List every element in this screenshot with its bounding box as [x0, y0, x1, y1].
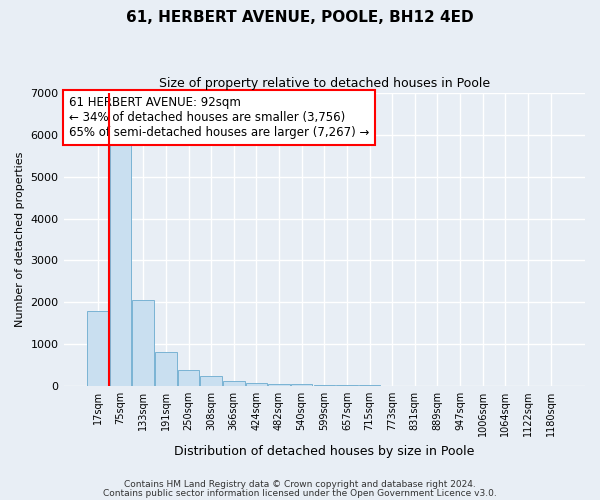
Bar	[200, 376, 222, 386]
Text: Contains public sector information licensed under the Open Government Licence v3: Contains public sector information licen…	[103, 489, 497, 498]
Text: 61 HERBERT AVENUE: 92sqm
← 34% of detached houses are smaller (3,756)
65% of sem: 61 HERBERT AVENUE: 92sqm ← 34% of detach…	[69, 96, 369, 139]
Y-axis label: Number of detached properties: Number of detached properties	[15, 152, 25, 327]
Bar	[87, 312, 109, 386]
Bar	[155, 352, 176, 386]
Bar	[291, 384, 313, 386]
Bar	[133, 300, 154, 386]
Bar	[110, 146, 131, 386]
Bar	[223, 381, 245, 386]
Text: Contains HM Land Registry data © Crown copyright and database right 2024.: Contains HM Land Registry data © Crown c…	[124, 480, 476, 489]
Bar	[314, 385, 335, 386]
Bar	[178, 370, 199, 386]
Bar	[245, 383, 267, 386]
Text: 61, HERBERT AVENUE, POOLE, BH12 4ED: 61, HERBERT AVENUE, POOLE, BH12 4ED	[126, 10, 474, 25]
Bar	[268, 384, 290, 386]
Title: Size of property relative to detached houses in Poole: Size of property relative to detached ho…	[159, 78, 490, 90]
X-axis label: Distribution of detached houses by size in Poole: Distribution of detached houses by size …	[174, 444, 475, 458]
